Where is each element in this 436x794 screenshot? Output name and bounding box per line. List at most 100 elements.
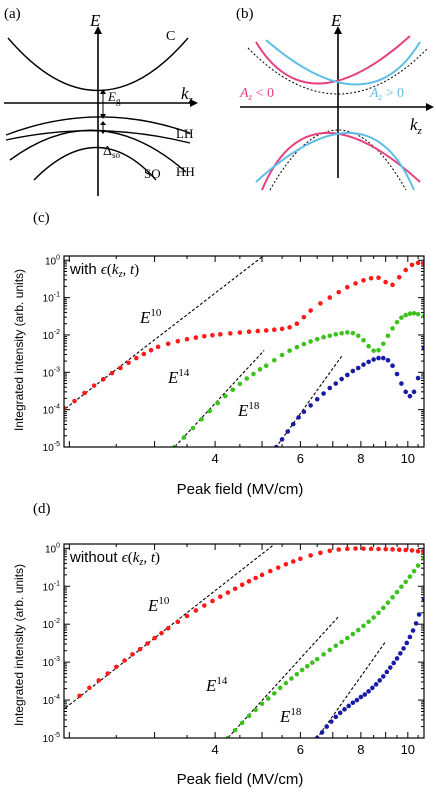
conduction-band-curve — [7, 37, 189, 92]
data-point — [251, 371, 256, 377]
data-point — [366, 619, 371, 625]
data-point — [239, 720, 245, 726]
data-point — [82, 390, 87, 396]
data-point — [353, 281, 358, 286]
data-point — [416, 612, 422, 617]
data-point — [277, 685, 283, 691]
data-point — [265, 696, 271, 701]
data-point — [210, 598, 215, 604]
panel-annotation: without ϵ(kz, t) — [69, 549, 160, 568]
data-point — [361, 337, 366, 343]
data-point — [361, 546, 366, 551]
data-point — [409, 548, 415, 553]
panel-b-label: (b) — [236, 6, 254, 22]
data-point — [257, 367, 263, 372]
data-point — [394, 656, 400, 661]
data-point — [246, 579, 252, 584]
data-point — [255, 328, 261, 334]
data-point — [384, 669, 390, 675]
data-point — [279, 352, 285, 358]
guide-label-e10: E10 — [139, 307, 162, 327]
data-point — [355, 333, 361, 339]
data-point — [361, 278, 366, 283]
y-tick-label: 10-5 — [43, 732, 60, 745]
data-point — [398, 651, 403, 656]
data-point — [394, 589, 400, 595]
data-point — [321, 391, 326, 396]
data-point — [376, 610, 381, 616]
data-point — [237, 381, 243, 387]
data-point — [253, 707, 258, 713]
data-point — [184, 613, 190, 619]
guide-line-e10 — [64, 256, 265, 411]
data-point — [354, 697, 360, 703]
data-point — [283, 680, 289, 686]
series-e14 — [225, 555, 424, 738]
data-point — [333, 381, 339, 386]
data-point — [371, 615, 376, 620]
data-point — [355, 365, 361, 371]
band-c-label: C — [166, 29, 175, 44]
series-e10 — [77, 546, 424, 699]
data-point — [321, 652, 326, 657]
data-point — [377, 678, 383, 683]
data-point — [403, 547, 409, 553]
data-point — [304, 663, 310, 669]
plot-frame — [63, 543, 425, 739]
x-tick-label: 8 — [357, 742, 364, 757]
y-tick-label: 10-5 — [43, 441, 60, 454]
blue-valence-curve — [255, 132, 415, 191]
data-point — [301, 314, 307, 320]
y-tick-label: 10-1 — [43, 292, 60, 305]
x-tick-label: 4 — [211, 742, 218, 757]
data-point — [350, 330, 356, 336]
data-point — [271, 327, 277, 333]
data-point — [301, 341, 307, 347]
data-point — [296, 415, 301, 420]
data-point — [126, 360, 131, 366]
y-tick-label: 10-1 — [43, 580, 60, 593]
data-point — [353, 546, 358, 551]
x-tick-label: 6 — [297, 742, 304, 757]
data-point — [411, 568, 417, 574]
band-hh-label: HH — [176, 164, 195, 179]
data-point — [415, 548, 421, 554]
data-point — [294, 321, 300, 327]
panel-b-shifted-bands: (b) E kz Az < 0 Az > 0 — [236, 6, 434, 191]
data-point — [390, 547, 395, 552]
data-point — [175, 619, 181, 625]
data-point — [285, 429, 291, 434]
data-point — [327, 647, 333, 653]
guide-label-e18: E18 — [237, 400, 260, 420]
data-point — [381, 341, 386, 347]
x-tick-label: 4 — [211, 451, 218, 466]
data-point — [324, 724, 330, 729]
data-point — [314, 336, 320, 342]
y-tick-label: 100 — [45, 542, 60, 555]
guide-line-e10 — [64, 544, 276, 710]
gap-label: Eg — [107, 89, 121, 106]
panel-c-ylabel: Integrated intensity (arb. units) — [12, 269, 26, 431]
data-point — [394, 371, 400, 377]
data-point — [190, 425, 196, 431]
data-point — [145, 641, 150, 646]
data-point — [275, 565, 281, 570]
panel-c-xlabel: Peak field (MV/cm) — [177, 481, 304, 498]
panel-d-content: 10-5 10-4 10-3 10-2 10-1 100 4 6 8 10 E10 E14 E18 wit… — [43, 542, 425, 757]
data-point — [141, 351, 147, 357]
data-point — [350, 700, 356, 706]
data-point — [336, 547, 342, 552]
power-law-guides — [64, 544, 387, 738]
data-point — [259, 701, 265, 707]
blue-conduction-curve — [265, 39, 421, 86]
data-point — [339, 330, 344, 336]
data-point — [134, 355, 139, 361]
data-point — [370, 685, 375, 691]
data-point — [346, 703, 352, 709]
panel-d-ticks: 10-5 10-4 10-3 10-2 10-1 100 4 6 8 10 — [43, 542, 424, 757]
data-point — [246, 329, 252, 335]
data-point — [376, 355, 381, 361]
data-point — [396, 274, 402, 280]
data-point — [210, 332, 215, 338]
data-point — [328, 719, 334, 724]
